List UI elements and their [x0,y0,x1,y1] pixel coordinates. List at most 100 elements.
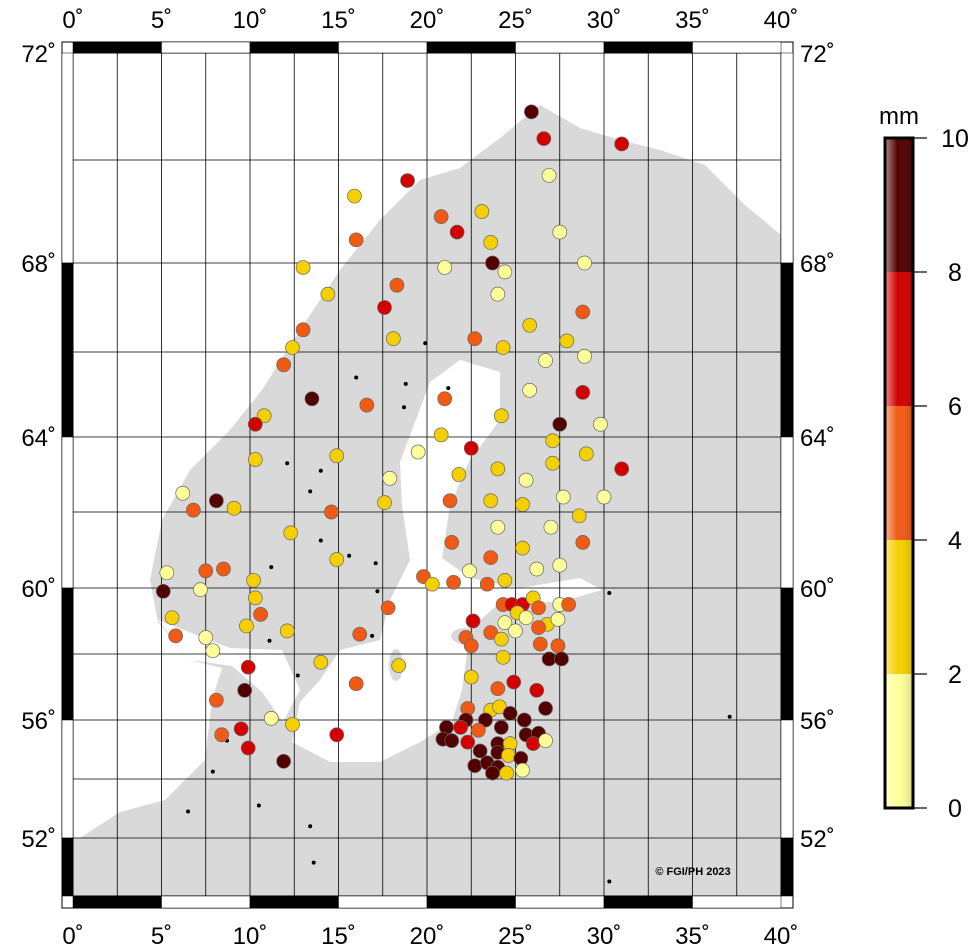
station-marker [501,748,516,763]
station-marker [347,188,362,204]
station-marker [451,467,467,482]
station-marker [463,669,479,685]
station-marker [237,682,253,698]
lat-label-left: 60˚ [21,576,56,603]
station-marker [529,682,545,698]
station-marker [571,508,587,524]
lat-label-right: 52˚ [800,826,835,853]
colorbar-unit: mm [879,103,919,130]
station-marker [449,224,465,240]
station-marker [541,651,557,667]
station-marker [495,649,511,665]
station-marker [442,493,458,509]
station-dot [318,468,323,473]
station-marker [492,699,507,715]
lon-label-top: 40˚ [764,7,799,34]
station-marker [465,613,481,629]
colorbar-tick-label: 4 [948,527,962,555]
frame-bar-top [692,41,782,54]
lon-label-top: 25˚ [498,7,533,34]
station-dot [375,589,380,594]
frame-bar-bottom [426,895,516,909]
frame-bar-left [61,436,74,589]
frame-bar-top [249,41,339,54]
station-marker [453,720,468,735]
station-marker [186,502,201,518]
station-marker [198,563,214,579]
station-marker [320,286,336,302]
station-dot [210,769,215,774]
frame-bar-top [338,41,428,54]
station-dot [403,381,408,386]
station-marker [497,573,513,588]
station-marker [499,765,514,781]
station-marker [596,489,612,505]
colorbar: mm 10 8 6 4 2 0 [879,103,969,823]
station-marker [474,204,490,219]
station-marker [216,561,231,577]
station-marker [348,232,364,248]
station-marker [614,461,630,477]
station-marker [495,340,511,355]
station-dot [256,803,261,808]
lat-label-left: 56˚ [21,708,56,735]
station-marker [516,712,532,728]
station-dot [269,565,274,570]
station-marker [329,727,345,743]
lat-label-right: 64˚ [800,425,835,452]
station-marker [382,470,398,486]
station-marker [490,519,506,535]
station-marker [531,620,546,635]
station-marker [380,600,396,616]
station-marker [352,626,368,642]
station-dot [446,386,451,391]
lat-label-right: 60˚ [800,576,835,603]
station-marker [483,550,499,565]
station-marker [467,331,483,346]
station-marker [240,659,256,675]
station-marker [552,557,568,573]
station-marker [506,674,522,690]
lon-label-top: 5˚ [151,7,172,34]
station-dot [347,553,352,558]
lon-label-bottom: 20˚ [410,923,445,949]
station-marker [386,331,401,346]
station-dot [267,638,272,643]
station-marker [545,455,561,471]
colorbar-tick-label: 6 [948,393,962,421]
station-marker [490,461,506,477]
colorbar-border [883,136,915,810]
frame-bar-bottom [603,895,693,909]
station-marker [508,623,523,639]
station-marker [531,600,546,616]
station-dot [285,461,290,466]
lon-label-bottom: 40˚ [764,923,799,949]
lon-label-bottom: 30˚ [587,923,622,949]
station-marker [193,582,208,598]
frame-bar-left [61,262,74,438]
station-marker [348,676,364,692]
station-dot [308,489,313,494]
frame-bar-bottom [249,895,339,909]
map-area: © FGI/PH 2023 [72,52,782,897]
station-marker [263,710,279,726]
station-marker [239,618,254,634]
station-marker [283,525,299,541]
station-dot [727,714,732,719]
station-dot [423,341,428,346]
lon-label-top: 10˚ [233,7,268,34]
frame-bar-top [72,41,162,54]
station-marker [433,209,449,224]
station-marker [467,758,483,774]
lat-label-left: 52˚ [21,826,56,853]
lat-label-right: 68˚ [800,251,835,278]
frame-bar-right [780,587,794,721]
station-dot [186,809,191,814]
frame-bar-bottom [692,895,782,909]
lon-label-bottom: 10˚ [233,923,268,949]
station-marker [460,734,476,750]
station-marker [472,743,488,759]
station-marker [285,340,300,355]
station-marker [247,590,263,606]
lat-label-right: 72˚ [800,41,835,68]
